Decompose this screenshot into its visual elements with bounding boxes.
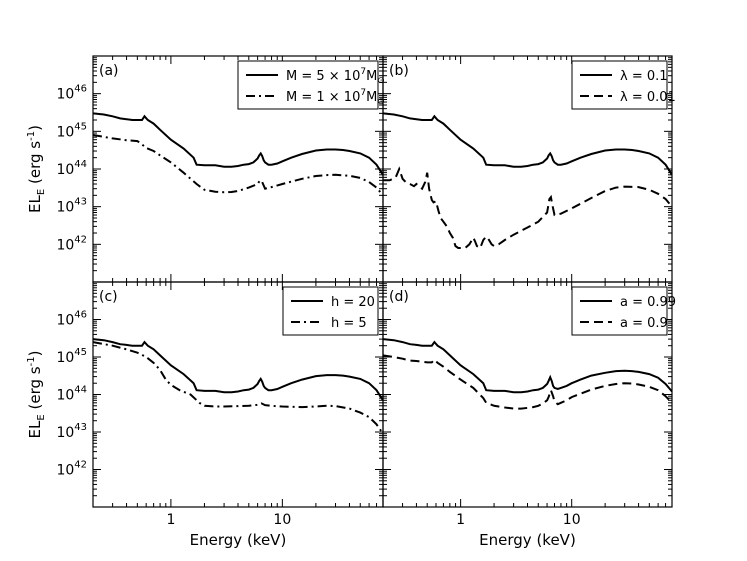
- y-tick-label: 1044: [56, 385, 87, 404]
- y-tick-label: 1042: [56, 460, 87, 479]
- x-axis-label: Energy (keV): [190, 531, 287, 549]
- panel-d: 1 10 (d) a = 0.99 a = 0.9: [382, 281, 676, 528]
- series-line: [383, 338, 672, 394]
- legend-box: [571, 60, 668, 110]
- series-line: [383, 166, 672, 250]
- legend: M = 5 × 107M⊙ M = 1 × 107M⊙: [237, 60, 385, 110]
- panel-b: (b) λ = 0.1 λ = 0.01: [382, 55, 676, 283]
- legend-entry: h = 20: [331, 295, 375, 310]
- panel-label: (a): [99, 63, 119, 79]
- x-tick-label: 10: [273, 512, 291, 528]
- legend-box: [237, 60, 379, 110]
- y-axis-label: ELE (erg s-1): [26, 125, 47, 213]
- series-line: [93, 112, 383, 176]
- legend-entry: M = 5 × 107M⊙: [286, 67, 385, 86]
- x-tick-label: 1: [166, 512, 175, 528]
- y-tick-label: 1042: [56, 234, 87, 253]
- legend-box: [571, 286, 668, 336]
- legend: a = 0.99 a = 0.9: [571, 286, 676, 336]
- panel-label: (b): [389, 63, 409, 79]
- legend-entry: λ = 0.1: [620, 69, 668, 84]
- legend-entry: a = 0.99: [620, 295, 676, 310]
- legend-entry: M = 1 × 107M⊙: [286, 88, 385, 107]
- y-tick-label: 1044: [56, 159, 87, 178]
- panel-label: (d): [389, 289, 409, 305]
- legend-entry: h = 5: [331, 316, 367, 331]
- y-tick-label: 1043: [56, 197, 87, 216]
- y-tick-label: 1045: [56, 121, 87, 140]
- series-line: [93, 338, 383, 401]
- panel-label: (c): [99, 289, 118, 305]
- panel-c: 1 10 1042 1043 1044 1045 1046 (c) h = 20 h = 5: [56, 281, 384, 528]
- x-axis-label: Energy (keV): [479, 531, 576, 549]
- series-line: [93, 134, 383, 196]
- legend-box: [282, 286, 379, 336]
- y-tick-label: 1046: [56, 310, 87, 329]
- series-line: [383, 112, 672, 176]
- y-tick-label: 1045: [56, 347, 87, 366]
- legend-entry: λ = 0.01: [620, 90, 676, 105]
- legend: h = 20 h = 5: [282, 286, 379, 336]
- y-axis-label: ELE (erg s-1): [26, 351, 47, 439]
- y-tick-label: 1043: [56, 422, 87, 441]
- series-line: [93, 341, 383, 435]
- legend: λ = 0.1 λ = 0.01: [571, 60, 676, 110]
- y-tick-label: 1046: [56, 84, 87, 103]
- panel-frame: [382, 281, 673, 508]
- x-tick-label: 1: [456, 512, 465, 528]
- legend-entry: a = 0.9: [620, 316, 668, 331]
- series-line: [383, 354, 672, 410]
- x-tick-label: 10: [563, 512, 581, 528]
